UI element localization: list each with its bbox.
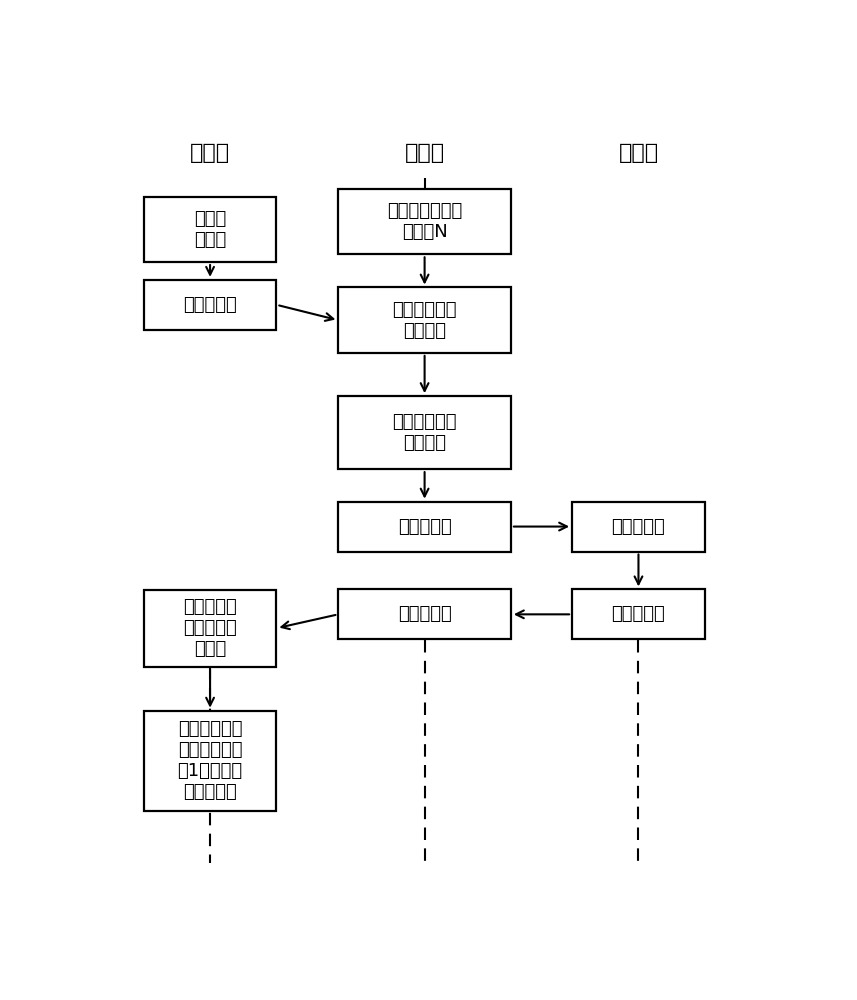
Text: 发送数据包: 发送数据包 xyxy=(183,296,237,314)
Bar xyxy=(339,189,511,254)
Bar xyxy=(572,502,705,552)
Text: 计算数据流拥
塞窗口值: 计算数据流拥 塞窗口值 xyxy=(393,301,457,340)
Text: 比较和选择拥
塞窗口值: 比较和选择拥 塞窗口值 xyxy=(393,413,457,452)
Bar xyxy=(339,287,511,353)
Bar xyxy=(339,502,511,552)
Text: 交换机: 交换机 xyxy=(405,143,445,163)
Bar xyxy=(339,396,511,469)
Bar xyxy=(144,197,277,262)
Bar xyxy=(144,590,277,667)
Text: 接收端: 接收端 xyxy=(619,143,658,163)
Text: 接收反馈包
并对拥塞窗
口赋值: 接收反馈包 并对拥塞窗 口赋值 xyxy=(183,598,237,658)
Text: 初始化
窗口值: 初始化 窗口值 xyxy=(194,210,226,249)
Text: 发送端: 发送端 xyxy=(190,143,231,163)
Bar xyxy=(144,711,277,811)
Bar xyxy=(572,589,705,639)
Bar xyxy=(339,589,511,639)
Text: 传递反馈包: 传递反馈包 xyxy=(398,605,452,623)
Bar xyxy=(144,280,277,330)
Text: 接收数据包: 接收数据包 xyxy=(612,518,665,536)
Text: 如果反馈回的
拥塞窗口值小
于1则减小最
小发送单元: 如果反馈回的 拥塞窗口值小 于1则减小最 小发送单元 xyxy=(177,720,243,801)
Text: 发送数据包: 发送数据包 xyxy=(398,518,452,536)
Text: 发送反馈包: 发送反馈包 xyxy=(612,605,665,623)
Text: 统计和维护数据
流总数N: 统计和维护数据 流总数N xyxy=(387,202,462,241)
